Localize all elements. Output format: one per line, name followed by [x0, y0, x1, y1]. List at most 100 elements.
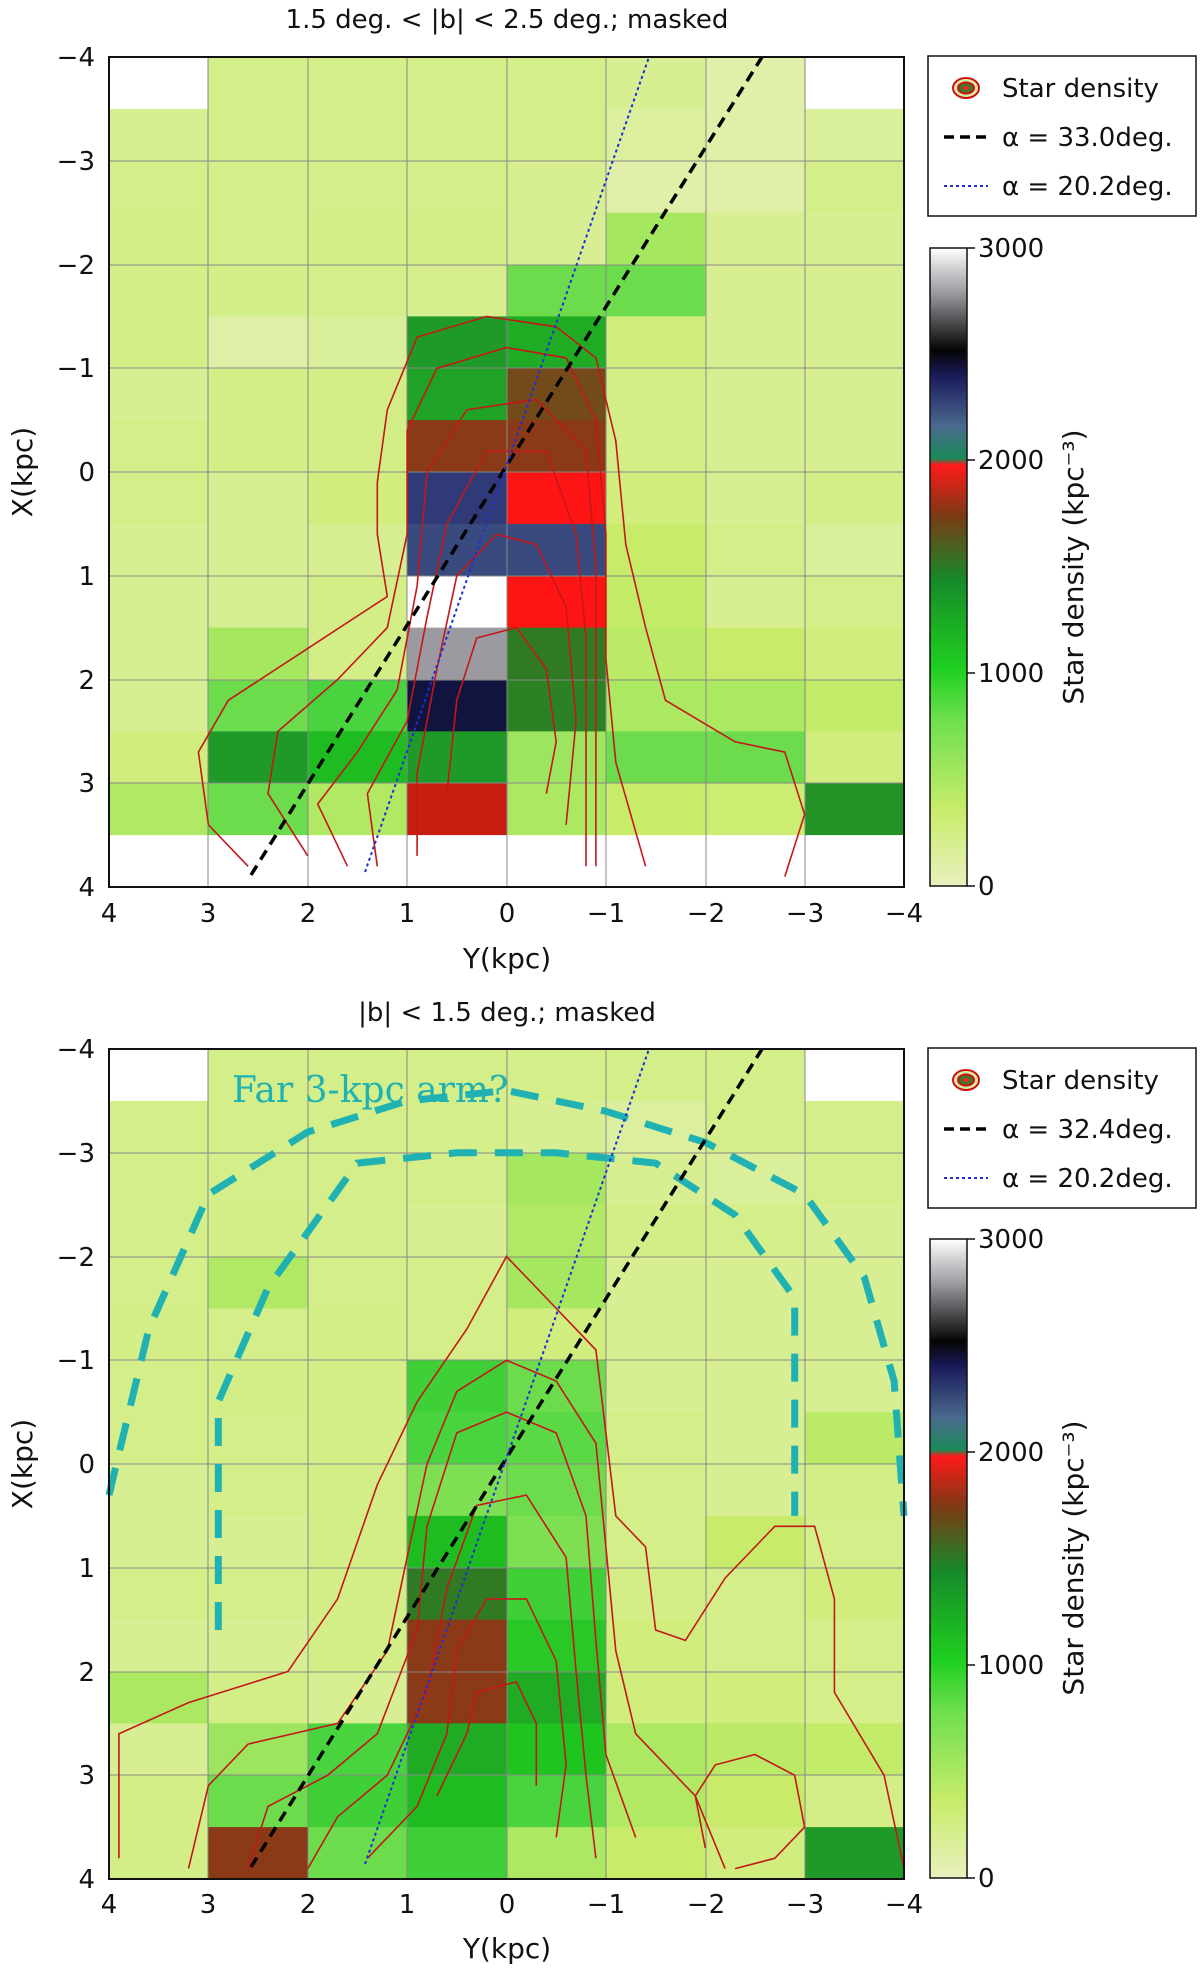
- heatmap-cell: [208, 523, 309, 577]
- heatmap-cell: [705, 1049, 806, 1102]
- heatmap-cell: [804, 160, 905, 214]
- heatmap-cell: [605, 1464, 706, 1517]
- heatmap-cell: [705, 575, 806, 629]
- heatmap-cell: [407, 1360, 508, 1413]
- heatmap-cell: [804, 212, 905, 266]
- heatmap-cell: [208, 575, 309, 629]
- heatmap-cell: [506, 1100, 607, 1154]
- heatmap-cell: [605, 1515, 706, 1569]
- heatmap-cell: [109, 57, 209, 110]
- star-density-legend-icon: [952, 77, 980, 99]
- density-contour: [316, 398, 597, 867]
- heatmap-cell: [307, 316, 408, 369]
- heatmap-cell: [804, 1464, 905, 1517]
- heatmap-cell: [605, 1204, 706, 1258]
- heatmap-cell: [605, 212, 706, 266]
- heatmap-cell: [407, 472, 508, 525]
- heatmap-cell: [407, 57, 508, 110]
- heatmap-cell: [407, 1619, 508, 1673]
- heatmap-cell: [109, 679, 209, 732]
- heatmap-cell: [804, 1775, 905, 1828]
- panel-bottom-title: |b| < 1.5 deg.; masked: [358, 998, 656, 1028]
- heatmap-cell: [605, 523, 706, 577]
- heatmap-cell: [705, 160, 806, 214]
- heatmap-cell: [109, 420, 209, 473]
- heatmap-cell: [208, 160, 309, 214]
- colorbar-tick: 2000: [978, 446, 1044, 476]
- heatmap-cell: [605, 316, 706, 369]
- x-tick: 2: [300, 1890, 317, 1920]
- density-contour: [187, 1359, 726, 1869]
- heatmap-cell: [506, 1360, 607, 1413]
- x-tick: −1: [587, 1890, 625, 1920]
- y-tick: −2: [57, 251, 95, 281]
- heatmap-cell: [307, 1567, 408, 1621]
- heatmap-cell: [605, 1827, 706, 1880]
- y-tick: −1: [57, 354, 95, 384]
- y-tick: −3: [57, 147, 95, 177]
- heatmap-cell: [605, 264, 706, 317]
- heatmap-cell: [804, 835, 905, 888]
- panel-bottom-colorbar: 3000 2000 1000 0 Star density (kpc⁻³): [929, 1225, 1090, 1894]
- far-arm-curve: [105, 1086, 908, 1517]
- heatmap-cell: [407, 420, 508, 473]
- x-tick: 4: [101, 1890, 118, 1920]
- heatmap-cell: [804, 1256, 905, 1309]
- heatmap-cell: [208, 1049, 309, 1102]
- heatmap-cell: [407, 1152, 508, 1206]
- heatmap-cell: [208, 212, 309, 266]
- heatmap-cell: [109, 1308, 209, 1361]
- heatmap-cell: [307, 1100, 408, 1154]
- heatmap-cell: [109, 835, 209, 888]
- heatmap-cell: [705, 1100, 806, 1154]
- heatmap-cell: [605, 1308, 706, 1361]
- heatmap-cell: [407, 1308, 508, 1361]
- heatmap-cell: [208, 420, 309, 473]
- heatmap-cell: [307, 108, 408, 162]
- heatmap-cell: [804, 627, 905, 681]
- heatmap-cell: [705, 1412, 806, 1465]
- y-tick: 4: [78, 1865, 95, 1895]
- density-contour: [694, 1753, 806, 1870]
- heatmap-cell: [307, 212, 408, 266]
- heatmap-cell: [506, 1464, 607, 1517]
- heatmap-cell: [407, 108, 508, 162]
- heatmap-cell: [109, 575, 209, 629]
- heatmap-cell: [705, 1464, 806, 1517]
- heatmap-cell: [208, 1256, 309, 1309]
- heatmap-cell: [506, 1412, 607, 1465]
- x-tick: −3: [786, 899, 824, 929]
- heatmap-cell: [605, 627, 706, 681]
- heatmap-cell: [705, 1775, 806, 1828]
- heatmap-cell: [804, 1152, 905, 1206]
- panel-bottom-contours: [118, 1255, 905, 1870]
- heatmap-cell: [506, 1256, 607, 1309]
- heatmap-cell: [109, 627, 209, 681]
- heatmap-cell: [804, 264, 905, 317]
- heatmap-cell: [804, 1671, 905, 1724]
- heatmap-cell: [605, 679, 706, 732]
- heatmap-cell: [407, 627, 508, 681]
- y-tick: −2: [57, 1243, 95, 1273]
- colorbar-tick: 1000: [978, 659, 1044, 689]
- heatmap-cell: [307, 523, 408, 577]
- density-contour: [366, 450, 587, 867]
- heatmap-cell: [605, 1567, 706, 1621]
- heatmap-cell: [307, 835, 408, 888]
- heatmap-cell: [705, 472, 806, 525]
- heatmap-cell: [705, 420, 806, 473]
- heatmap-cell: [407, 316, 508, 369]
- y-tick: 2: [78, 666, 95, 696]
- panel-bottom-legend: Star density α = 32.4deg. α = 20.2deg.: [927, 1047, 1197, 1209]
- x-tick: −4: [885, 899, 923, 929]
- heatmap-cell: [208, 1671, 309, 1724]
- heatmap-cell: [605, 731, 706, 784]
- heatmap-cell: [307, 57, 408, 110]
- legend-alpha-20: α = 20.2deg.: [1002, 1164, 1173, 1194]
- heatmap-cell: [407, 368, 508, 421]
- density-contour: [267, 346, 647, 867]
- heatmap-cell: [109, 212, 209, 266]
- heatmap-cell: [208, 679, 309, 732]
- x-tick: 2: [300, 899, 317, 929]
